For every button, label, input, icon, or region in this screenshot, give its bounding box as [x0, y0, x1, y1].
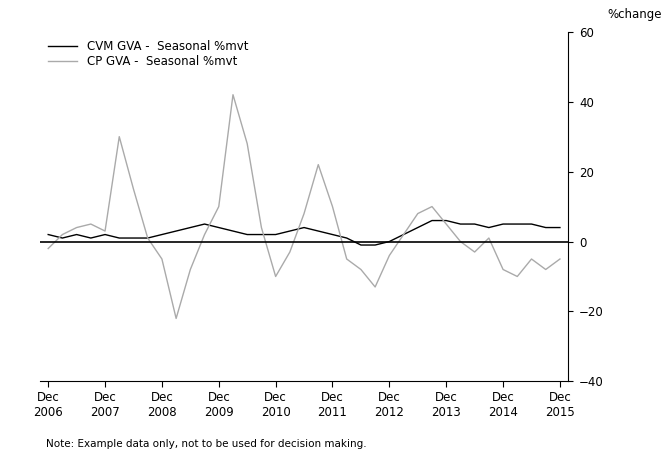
CP GVA -  Seasonal %mvt — [115, 134, 123, 139]
CVM GVA -  Seasonal %mvt — [229, 228, 237, 234]
CP GVA -  Seasonal %mvt — [272, 274, 280, 279]
Line: CP GVA -  Seasonal %mvt: CP GVA - Seasonal %mvt — [48, 95, 560, 318]
CVM GVA -  Seasonal %mvt — [300, 225, 308, 230]
CP GVA -  Seasonal %mvt — [542, 267, 550, 272]
CP GVA -  Seasonal %mvt — [400, 232, 408, 237]
CP GVA -  Seasonal %mvt — [527, 256, 535, 262]
CP GVA -  Seasonal %mvt — [186, 267, 194, 272]
CP GVA -  Seasonal %mvt — [499, 267, 507, 272]
CVM GVA -  Seasonal %mvt — [73, 232, 81, 237]
CP GVA -  Seasonal %mvt — [371, 284, 379, 290]
CVM GVA -  Seasonal %mvt — [272, 232, 280, 237]
CVM GVA -  Seasonal %mvt — [286, 228, 293, 234]
CP GVA -  Seasonal %mvt — [385, 253, 393, 258]
CP GVA -  Seasonal %mvt — [428, 204, 436, 209]
Text: %change: %change — [607, 8, 661, 21]
CP GVA -  Seasonal %mvt — [73, 225, 81, 230]
CVM GVA -  Seasonal %mvt — [514, 221, 522, 227]
CP GVA -  Seasonal %mvt — [200, 232, 208, 237]
CVM GVA -  Seasonal %mvt — [385, 239, 393, 244]
CVM GVA -  Seasonal %mvt — [130, 235, 137, 241]
CP GVA -  Seasonal %mvt — [58, 232, 66, 237]
CVM GVA -  Seasonal %mvt — [542, 225, 550, 230]
CP GVA -  Seasonal %mvt — [215, 204, 223, 209]
CVM GVA -  Seasonal %mvt — [44, 232, 52, 237]
CP GVA -  Seasonal %mvt — [357, 267, 365, 272]
CVM GVA -  Seasonal %mvt — [257, 232, 265, 237]
CP GVA -  Seasonal %mvt — [343, 256, 351, 262]
CVM GVA -  Seasonal %mvt — [329, 232, 336, 237]
CP GVA -  Seasonal %mvt — [44, 246, 52, 251]
CP GVA -  Seasonal %mvt — [143, 235, 151, 241]
CVM GVA -  Seasonal %mvt — [343, 235, 351, 241]
CP GVA -  Seasonal %mvt — [172, 316, 180, 321]
CP GVA -  Seasonal %mvt — [87, 221, 95, 227]
CVM GVA -  Seasonal %mvt — [101, 232, 109, 237]
CVM GVA -  Seasonal %mvt — [485, 225, 493, 230]
CVM GVA -  Seasonal %mvt — [143, 235, 151, 241]
CVM GVA -  Seasonal %mvt — [442, 218, 450, 223]
CP GVA -  Seasonal %mvt — [414, 211, 422, 216]
Text: Note: Example data only, not to be used for decision making.: Note: Example data only, not to be used … — [46, 439, 367, 449]
CP GVA -  Seasonal %mvt — [457, 239, 465, 244]
CP GVA -  Seasonal %mvt — [514, 274, 522, 279]
Line: CVM GVA -  Seasonal %mvt: CVM GVA - Seasonal %mvt — [48, 221, 560, 245]
CP GVA -  Seasonal %mvt — [243, 141, 251, 146]
CP GVA -  Seasonal %mvt — [329, 204, 336, 209]
CVM GVA -  Seasonal %mvt — [400, 232, 408, 237]
CP GVA -  Seasonal %mvt — [485, 235, 493, 241]
CP GVA -  Seasonal %mvt — [471, 249, 479, 255]
CP GVA -  Seasonal %mvt — [556, 256, 564, 262]
CP GVA -  Seasonal %mvt — [158, 256, 166, 262]
CVM GVA -  Seasonal %mvt — [215, 225, 223, 230]
CVM GVA -  Seasonal %mvt — [357, 242, 365, 248]
CVM GVA -  Seasonal %mvt — [172, 228, 180, 234]
CVM GVA -  Seasonal %mvt — [115, 235, 123, 241]
CVM GVA -  Seasonal %mvt — [414, 225, 422, 230]
CVM GVA -  Seasonal %mvt — [471, 221, 479, 227]
CVM GVA -  Seasonal %mvt — [457, 221, 465, 227]
CVM GVA -  Seasonal %mvt — [158, 232, 166, 237]
CVM GVA -  Seasonal %mvt — [556, 225, 564, 230]
CVM GVA -  Seasonal %mvt — [315, 228, 323, 234]
CP GVA -  Seasonal %mvt — [101, 228, 109, 234]
CVM GVA -  Seasonal %mvt — [527, 221, 535, 227]
CP GVA -  Seasonal %mvt — [229, 92, 237, 98]
CVM GVA -  Seasonal %mvt — [200, 221, 208, 227]
Legend: CVM GVA -  Seasonal %mvt, CP GVA -  Seasonal %mvt: CVM GVA - Seasonal %mvt, CP GVA - Season… — [43, 35, 253, 73]
CP GVA -  Seasonal %mvt — [130, 186, 137, 192]
CVM GVA -  Seasonal %mvt — [58, 235, 66, 241]
CP GVA -  Seasonal %mvt — [300, 211, 308, 216]
CVM GVA -  Seasonal %mvt — [186, 225, 194, 230]
CVM GVA -  Seasonal %mvt — [428, 218, 436, 223]
CVM GVA -  Seasonal %mvt — [87, 235, 95, 241]
CVM GVA -  Seasonal %mvt — [243, 232, 251, 237]
CP GVA -  Seasonal %mvt — [286, 249, 293, 255]
CP GVA -  Seasonal %mvt — [257, 225, 265, 230]
CP GVA -  Seasonal %mvt — [315, 162, 323, 168]
CVM GVA -  Seasonal %mvt — [499, 221, 507, 227]
CVM GVA -  Seasonal %mvt — [371, 242, 379, 248]
CP GVA -  Seasonal %mvt — [442, 221, 450, 227]
